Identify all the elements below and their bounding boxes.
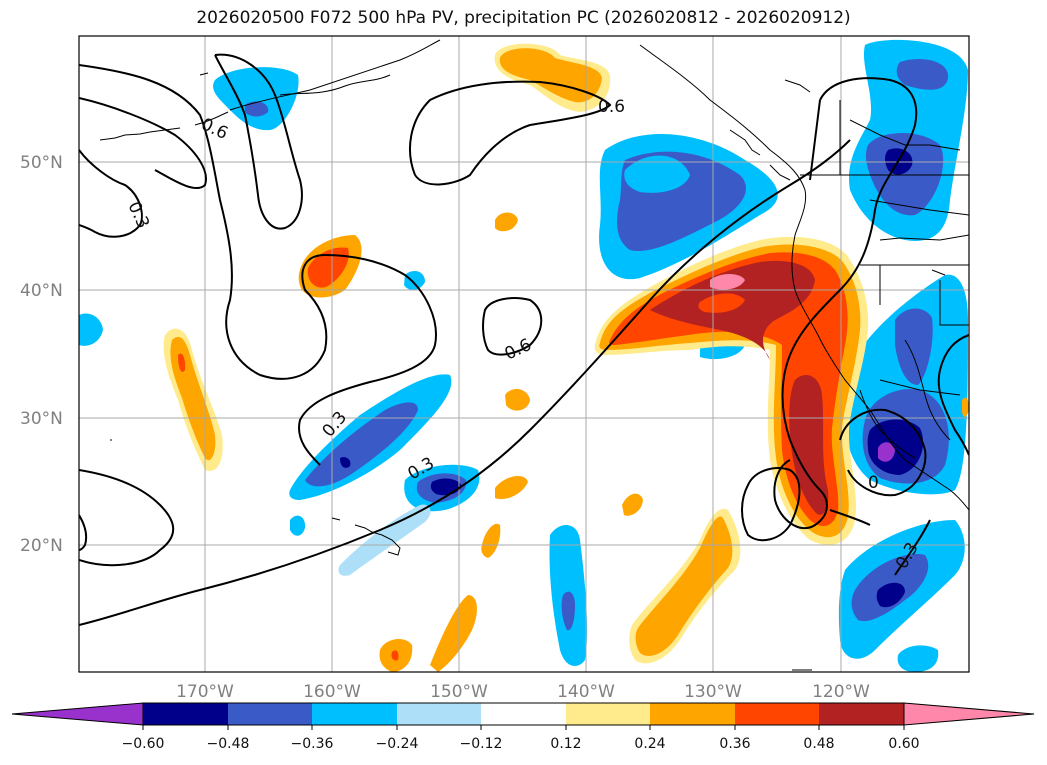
- colorbar-tick-label: 0.12: [550, 736, 581, 752]
- shade-pos-band-red: [609, 252, 848, 526]
- shade-pos-band-inner: [698, 293, 745, 313]
- shade-pos-right-edge: [962, 397, 969, 417]
- shade-neg-small-w: [290, 515, 306, 536]
- pv-contours: [79, 53, 969, 626]
- lon-label-160w: 160°W: [303, 682, 361, 702]
- latitude-labels: 50°N 40°N 30°N 20°N: [20, 153, 63, 556]
- lon-label-140w: 140°W: [557, 682, 615, 702]
- shade-pos-small-3: [495, 476, 528, 500]
- lon-label-150w: 150°W: [430, 682, 488, 702]
- shade-pos-band-pink: [710, 274, 745, 290]
- colorbar-tick-label: 0.48: [803, 736, 834, 752]
- colorbar-over-triangle: [903, 702, 1035, 726]
- shade-neg-aleutian: [213, 67, 299, 131]
- shade-neg-central-core: [305, 402, 418, 487]
- colorbar-bin: [566, 703, 650, 725]
- contour-label: 0.6: [598, 97, 625, 117]
- longitude-labels: 170°W 160°W 150°W 140°W 130°W 120°W: [176, 682, 870, 702]
- colorbar-tick-label: −0.12: [460, 736, 503, 752]
- shade-pos-small-5: [622, 493, 643, 516]
- shade-neg-left-edge: [79, 313, 103, 346]
- shade-neg-small-n: [404, 270, 425, 290]
- shade-neg-hawaii-trail: [338, 504, 431, 576]
- colorbar-tick-label: −0.24: [376, 736, 419, 752]
- colorbar-tick-label: −0.48: [207, 736, 250, 752]
- positive-anomaly-regions: [163, 43, 969, 672]
- contour-label: 0: [868, 473, 879, 493]
- colorbar-tick-label: −0.36: [291, 736, 334, 752]
- colorbar-bin: [143, 703, 228, 725]
- shade-neg-bc-core2: [865, 132, 944, 216]
- field-layer: 0.6 0.3 0.6 0.6 0.3 0.3 0 0.3: [79, 36, 969, 672]
- lon-label-130w: 130°W: [684, 682, 742, 702]
- colorbar: −0.60 −0.48 −0.36 −0.24 −0.12 0.12 0.24 …: [11, 702, 1035, 752]
- shade-neg-central-dark: [340, 457, 351, 468]
- lon-label-120w: 120°W: [812, 682, 870, 702]
- chart-title: 2026020500 F072 500 hPa PV, precipitatio…: [196, 8, 851, 28]
- colorbar-bin: [650, 703, 735, 725]
- shade-pos-160w-core: [307, 247, 349, 288]
- colorbar-tick-label: 0.36: [719, 736, 750, 752]
- shade-neg-se-small: [897, 645, 939, 672]
- colorbar-bin: [481, 703, 566, 725]
- lat-label-40n: 40°N: [20, 281, 63, 301]
- shade-pos-strip-w-red: [178, 353, 186, 372]
- colorbar-tick-label: 0.60: [888, 736, 919, 752]
- shade-neg-se-dark: [876, 582, 905, 608]
- shade-neg-baja-purple: [878, 442, 895, 462]
- shade-pos-small-4: [481, 523, 501, 558]
- lat-label-30n: 30°N: [20, 409, 63, 429]
- colorbar-bin: [819, 703, 904, 725]
- lat-label-20n: 20°N: [20, 536, 63, 556]
- shade-neg-baja-col: [895, 308, 933, 385]
- shade-pos-bottom-1-red: [391, 650, 399, 661]
- colorbar-tick-label: −0.60: [122, 736, 165, 752]
- colorbar-bin: [735, 703, 819, 725]
- shade-neg-baja-dark: [867, 419, 924, 475]
- shade-neg-bc-core: [896, 58, 949, 90]
- shade-pos-small-2: [505, 388, 530, 411]
- colorbar-bin: [312, 703, 397, 725]
- colorbar-bin: [397, 703, 481, 725]
- colorbar-bin: [228, 703, 312, 725]
- colorbar-tick-label: 0.24: [634, 736, 665, 752]
- coastlines: [99, 39, 969, 671]
- shade-pos-bottom-2: [430, 595, 477, 672]
- lat-label-50n: 50°N: [20, 153, 63, 173]
- gridlines: [79, 36, 969, 672]
- shade-neg-gulf-alaska-inner: [624, 155, 690, 193]
- plot-frame: [78, 35, 970, 673]
- shade-neg-strip-core: [561, 591, 575, 631]
- colorbar-under-triangle: [11, 702, 144, 726]
- shade-pos-band-core: [650, 260, 815, 360]
- lon-label-170w: 170°W: [176, 682, 234, 702]
- shade-pos-small-1: [495, 212, 518, 232]
- shade-pos-diagonal-core: [635, 516, 733, 656]
- shade-pos-band-core-lower: [789, 375, 829, 515]
- negative-anomaly-regions: [79, 39, 968, 672]
- shade-neg-aleutian-core: [245, 101, 269, 117]
